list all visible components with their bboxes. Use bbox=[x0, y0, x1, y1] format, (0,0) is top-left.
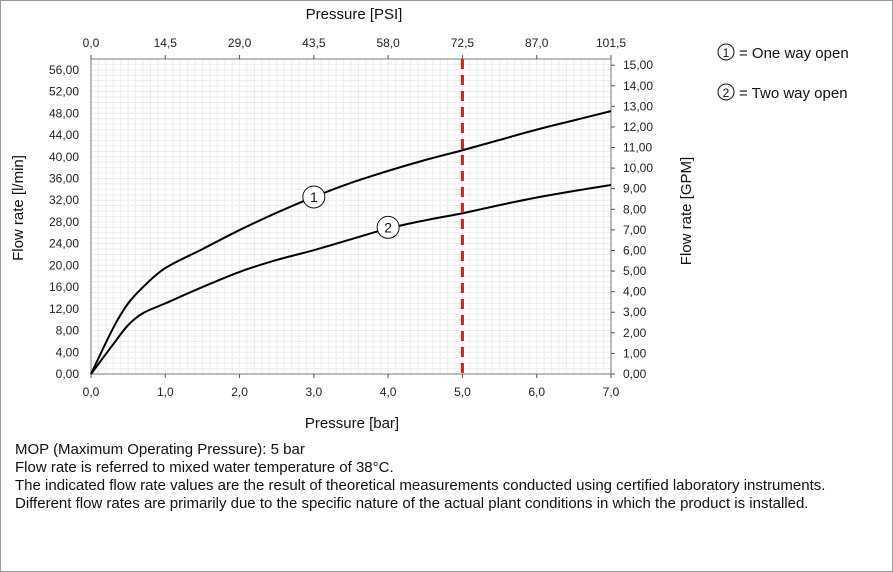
y2-tick-label: 11,00 bbox=[623, 141, 652, 155]
flow-rate-chart: 0,0 1,0 2,0 3,0 4,0 5,0 6,0 7,0 0,0 14,5 29,0 43,5 5… bbox=[10, 6, 849, 432]
y2-tick-label: 1,00 bbox=[623, 346, 647, 360]
y-tick-label: 36,00 bbox=[49, 171, 79, 185]
y2-tick-label: 4,00 bbox=[623, 285, 647, 299]
y2-tick-label: 0,00 bbox=[623, 367, 647, 381]
y-tick-label: 28,00 bbox=[49, 215, 79, 229]
y-tick-label: 48,00 bbox=[49, 106, 79, 120]
grid bbox=[90, 58, 612, 375]
curve-marker-circle-1 bbox=[302, 185, 326, 209]
note-measurements: The indicated flow rate values are the r… bbox=[15, 477, 826, 494]
y-tick-label: 8,00 bbox=[56, 324, 80, 338]
legend-label-1: = One way open bbox=[739, 45, 849, 62]
y2-tick-label: 3,00 bbox=[623, 305, 647, 319]
y-tick-label: 52,00 bbox=[49, 85, 79, 99]
x2-tick-label: 29,0 bbox=[228, 36, 252, 50]
y2-tick-label: 5,00 bbox=[623, 264, 647, 278]
y2-tick-label: 6,00 bbox=[623, 243, 647, 257]
curve-marker-circle-2 bbox=[376, 215, 400, 239]
note-plant-conditions: Different flow rates are primarily due t… bbox=[15, 495, 809, 512]
y-tick-label: 20,00 bbox=[49, 258, 79, 272]
legend: 1 = One way open 2 = Two way open bbox=[717, 43, 849, 102]
legend-symbol-circle-2 bbox=[717, 83, 735, 101]
x2-tick-label: 72,5 bbox=[451, 36, 475, 50]
x-tick-label: 3,0 bbox=[306, 385, 323, 399]
legend-symbol-1: 1 bbox=[723, 46, 730, 60]
y2-tick-label: 14,00 bbox=[623, 79, 653, 93]
y2-tick-label: 10,00 bbox=[623, 161, 653, 175]
y-tick-label: 4,00 bbox=[56, 345, 80, 359]
y-tick-label: 24,00 bbox=[49, 237, 79, 251]
x-tick-label: 4,0 bbox=[380, 385, 397, 399]
legend-symbol-circle-1 bbox=[717, 43, 735, 61]
y-tick-label: 32,00 bbox=[49, 193, 79, 207]
y2-tick-label: 9,00 bbox=[623, 182, 647, 196]
plot-area-border bbox=[90, 58, 612, 375]
y-tick-label: 12,00 bbox=[49, 302, 79, 316]
x-tick-label: 2,0 bbox=[231, 385, 248, 399]
series-line-2 bbox=[90, 184, 612, 375]
y2-axis-title: Flow rate [GPM] bbox=[678, 157, 695, 265]
tick-labels: 0,0 1,0 2,0 3,0 4,0 5,0 6,0 7,0 0,0 14,5 29,0 43,5 5… bbox=[49, 36, 653, 399]
legend-symbol-2: 2 bbox=[723, 86, 730, 100]
x-tick-label: 1,0 bbox=[157, 385, 174, 399]
x-tick-label: 7,0 bbox=[603, 385, 620, 399]
x2-tick-label: 14,5 bbox=[154, 36, 178, 50]
x-tick-label: 6,0 bbox=[528, 385, 545, 399]
y-tick-label: 0,00 bbox=[56, 367, 80, 381]
y-tick-label: 44,00 bbox=[49, 128, 79, 142]
x2-axis-title: Pressure [PSI] bbox=[306, 6, 403, 23]
y2-tick-label: 8,00 bbox=[623, 202, 647, 216]
note-temperature: Flow rate is referred to mixed water tem… bbox=[15, 459, 394, 476]
x2-tick-label: 87,0 bbox=[525, 36, 549, 50]
curve-markers: 12 bbox=[302, 185, 400, 239]
x-axis-title: Pressure [bar] bbox=[305, 415, 399, 432]
legend-entry-2: 2 = Two way open bbox=[717, 83, 848, 102]
legend-label-2: = Two way open bbox=[739, 85, 848, 102]
notes-block: MOP (Maximum Operating Pressure): 5 bar … bbox=[15, 441, 877, 513]
y-tick-label: 40,00 bbox=[49, 150, 79, 164]
y2-tick-label: 13,00 bbox=[623, 99, 653, 113]
y-axis-title: Flow rate [l/min] bbox=[10, 155, 27, 261]
y-tick-label: 16,00 bbox=[49, 280, 79, 294]
x2-tick-label: 0,0 bbox=[83, 36, 100, 50]
y-tick-label: 56,00 bbox=[49, 63, 79, 77]
curve-marker-label-2: 2 bbox=[384, 219, 392, 235]
x2-tick-label: 43,5 bbox=[302, 36, 326, 50]
x-tick-label: 5,0 bbox=[454, 385, 471, 399]
y2-tick-label: 2,00 bbox=[623, 326, 647, 340]
curve-marker-label-1: 1 bbox=[310, 189, 318, 205]
y2-tick-label: 15,00 bbox=[623, 58, 653, 72]
y2-tick-label: 7,00 bbox=[623, 223, 647, 237]
x-tick-label: 0,0 bbox=[83, 385, 100, 399]
x2-tick-label: 101,5 bbox=[596, 36, 626, 50]
legend-entry-1: 1 = One way open bbox=[717, 43, 849, 62]
y2-tick-label: 12,00 bbox=[623, 120, 653, 134]
axes bbox=[90, 55, 615, 378]
x2-tick-label: 58,0 bbox=[376, 36, 400, 50]
note-mop: MOP (Maximum Operating Pressure): 5 bar bbox=[15, 441, 305, 458]
